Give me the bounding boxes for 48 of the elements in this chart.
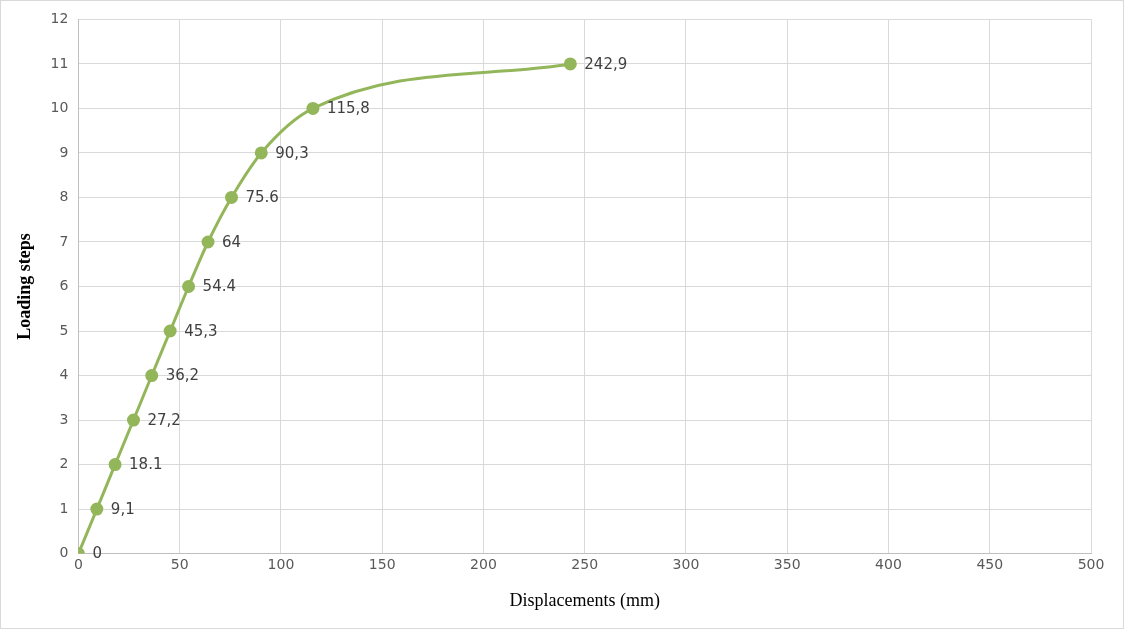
- y-tick-label: 10: [50, 99, 69, 116]
- point: [182, 280, 196, 293]
- y-tick-label: 1: [59, 499, 69, 516]
- annotation: 27,2: [147, 410, 181, 429]
- y-tick-label: 3: [59, 410, 69, 427]
- y-tick-label: 11: [50, 54, 69, 71]
- point: [225, 190, 239, 204]
- annotation: 36,2: [165, 366, 200, 385]
- y-tick-label: 8: [59, 188, 69, 205]
- annotation: 75.6: [245, 188, 279, 207]
- point: [306, 101, 320, 115]
- annotation: 242,9: [584, 54, 628, 73]
- x-tick-label: 50: [170, 555, 189, 572]
- annotation: 90,3: [275, 143, 309, 162]
- y-tick-label: 12: [50, 10, 69, 27]
- y-tick-label: 6: [59, 277, 69, 294]
- annotation: 45,3: [184, 321, 218, 340]
- annotation: 64: [222, 232, 242, 251]
- y-tick-label: 0: [59, 544, 69, 561]
- x-tick-label: 500: [1077, 555, 1105, 572]
- y-tick-label: 7: [59, 232, 69, 249]
- point: [127, 413, 140, 427]
- x-tick-label: 100: [267, 555, 295, 572]
- x-axis-title: Displacements (mm): [509, 589, 660, 611]
- annotation: 115,8: [326, 99, 370, 118]
- y-tick-label: 2: [59, 455, 69, 472]
- x-tick-label: 250: [571, 555, 599, 572]
- x-tick-label: 200: [470, 555, 497, 572]
- point: [163, 324, 177, 338]
- y-tick-label: 4: [59, 366, 69, 383]
- point: [90, 502, 104, 516]
- point: [563, 57, 577, 71]
- y-tick-label: 5: [59, 321, 69, 338]
- x-tick-label: 300: [672, 555, 700, 572]
- annotation: 9,1: [110, 499, 135, 518]
- annotation: 18.1: [129, 455, 163, 474]
- x-tick-label: 350: [773, 555, 801, 572]
- x-tick-label: 150: [368, 555, 396, 572]
- x-tick-label: 0: [73, 555, 83, 572]
- point: [145, 369, 159, 383]
- x-tick-label: 450: [976, 555, 1004, 572]
- point: [201, 235, 215, 249]
- annotation: 54.4: [202, 277, 236, 296]
- point: [254, 146, 268, 160]
- point: [108, 458, 122, 472]
- y-tick-label: 9: [59, 143, 69, 160]
- y-axis-title: Loading steps: [14, 233, 35, 340]
- x-tick-label: 400: [875, 555, 902, 572]
